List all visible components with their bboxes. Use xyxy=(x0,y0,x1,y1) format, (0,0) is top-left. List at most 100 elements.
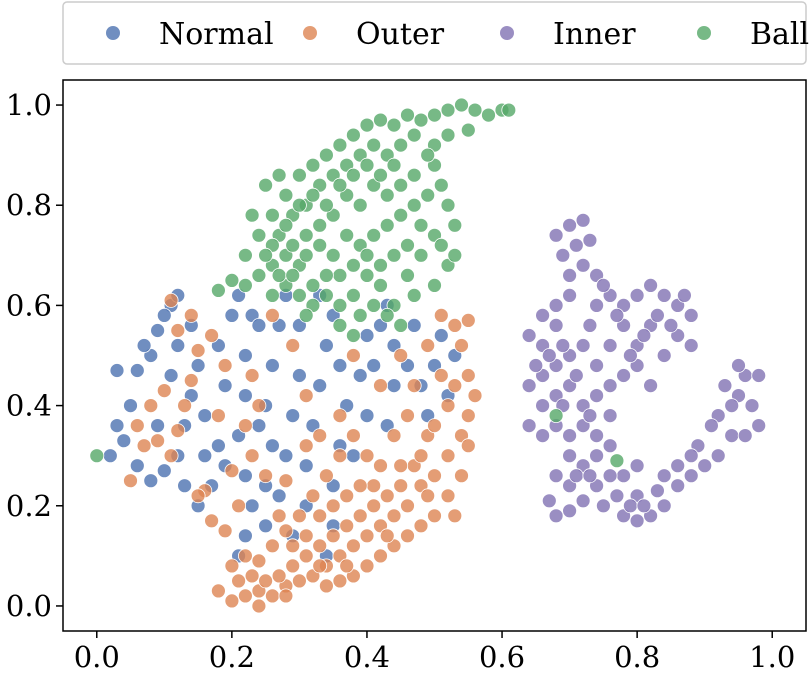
point-ball-59 xyxy=(406,167,422,183)
point-ball-108 xyxy=(258,247,274,263)
point-ball-60 xyxy=(393,177,409,193)
points-layer xyxy=(89,97,767,614)
point-outer-62 xyxy=(373,548,388,564)
point-ball-84 xyxy=(345,257,361,273)
legend-item-ball: Ball xyxy=(697,17,809,52)
point-inner-35 xyxy=(521,378,537,394)
point-ball-28 xyxy=(447,217,463,233)
point-inner-93 xyxy=(582,317,598,333)
point-ball-117 xyxy=(332,317,348,333)
point-outer-98 xyxy=(298,438,314,454)
point-ball-97 xyxy=(447,247,463,263)
point-normal-4 xyxy=(129,458,145,474)
point-outer-27 xyxy=(393,478,409,494)
point-normal-3 xyxy=(116,433,132,449)
point-ball-23 xyxy=(440,127,456,143)
point-inner-104 xyxy=(568,368,584,383)
point-outer-1 xyxy=(237,588,253,604)
point-outer-106 xyxy=(447,378,463,394)
point-normal-83 xyxy=(197,448,213,464)
point-normal-1 xyxy=(109,418,125,434)
point-inner-107 xyxy=(568,468,584,484)
point-ball-71 xyxy=(325,247,341,263)
point-outer-126 xyxy=(278,588,294,604)
point-inner-62 xyxy=(596,498,611,514)
point-outer-85 xyxy=(170,323,186,338)
point-inner-15 xyxy=(589,297,604,313)
point-outer-118 xyxy=(237,418,253,434)
point-normal-2 xyxy=(123,398,138,414)
point-inner-59 xyxy=(562,503,577,519)
point-inner-76 xyxy=(710,448,726,464)
point-outer-87 xyxy=(183,307,199,323)
point-outer-86 xyxy=(163,292,179,308)
point-outer-40 xyxy=(224,558,240,574)
point-outer-0 xyxy=(224,593,240,609)
point-ball-101 xyxy=(345,167,361,183)
point-ball-81 xyxy=(386,247,402,263)
point-ball-26 xyxy=(433,177,449,193)
point-inner-25 xyxy=(656,348,672,363)
point-outer-109 xyxy=(447,508,463,524)
point-ball-90 xyxy=(264,287,280,303)
point-outer-114 xyxy=(312,508,328,524)
point-ball-32 xyxy=(406,287,422,303)
point-inner-95 xyxy=(609,307,625,323)
point-inner-5 xyxy=(582,232,598,248)
point-outer-125 xyxy=(312,558,328,574)
point-normal-6 xyxy=(156,463,172,479)
point-normal-34 xyxy=(244,498,260,514)
point-normal-71 xyxy=(406,317,422,333)
point-outer-15 xyxy=(427,468,442,484)
point-ball-111 xyxy=(89,448,105,464)
point-inner-2 xyxy=(575,212,591,228)
point-ball-116 xyxy=(345,328,361,343)
point-inner-9 xyxy=(548,297,564,313)
point-outer-117 xyxy=(258,468,274,484)
point-inner-4 xyxy=(568,237,584,253)
point-inner-83 xyxy=(744,398,760,414)
point-outer-53 xyxy=(400,408,415,424)
point-outer-42 xyxy=(251,553,267,569)
point-normal-13 xyxy=(156,307,172,323)
point-normal-8 xyxy=(129,363,145,378)
point-inner-98 xyxy=(650,307,665,323)
point-outer-12 xyxy=(386,508,402,524)
point-outer-39 xyxy=(231,573,247,589)
y-tick-label-3: 0.6 xyxy=(6,288,52,322)
point-inner-92 xyxy=(602,438,618,454)
point-inner-56 xyxy=(548,468,564,484)
point-inner-85 xyxy=(737,428,753,444)
point-normal-0 xyxy=(102,448,118,464)
point-normal-49 xyxy=(298,458,314,474)
point-ball-43 xyxy=(251,267,267,283)
legend-marker-outer xyxy=(303,26,317,40)
point-inner-44 xyxy=(643,378,658,394)
point-inner-6 xyxy=(562,267,577,283)
legend-label-outer: Outer xyxy=(356,17,445,52)
point-outer-122 xyxy=(352,478,368,494)
point-ball-15 xyxy=(427,107,442,123)
point-ball-1 xyxy=(264,207,280,223)
point-normal-81 xyxy=(251,418,267,434)
point-ball-45 xyxy=(237,247,253,263)
point-outer-80 xyxy=(136,438,152,454)
point-ball-8 xyxy=(332,137,348,153)
point-outer-79 xyxy=(150,433,166,449)
point-outer-91 xyxy=(251,398,267,414)
point-outer-33 xyxy=(312,538,328,554)
point-inner-30 xyxy=(589,358,604,373)
point-ball-79 xyxy=(413,217,429,233)
point-outer-93 xyxy=(264,307,280,323)
point-inner-54 xyxy=(589,448,604,464)
point-inner-12 xyxy=(521,328,537,343)
point-inner-48 xyxy=(521,418,537,434)
point-outer-112 xyxy=(366,478,382,494)
point-ball-86 xyxy=(318,267,334,283)
point-ball-18 xyxy=(467,102,483,118)
point-inner-29 xyxy=(602,338,618,353)
point-ball-3 xyxy=(271,167,287,183)
point-ball-19 xyxy=(481,107,496,123)
point-normal-80 xyxy=(345,448,361,464)
point-inner-87 xyxy=(704,418,719,434)
